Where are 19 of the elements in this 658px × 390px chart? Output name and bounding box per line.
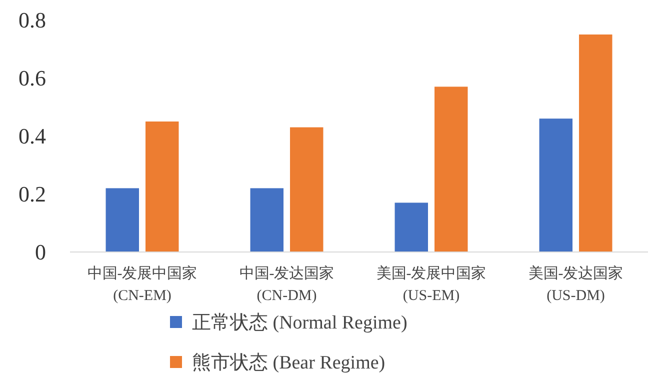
bar bbox=[434, 86, 468, 252]
y-tick-label: 0 bbox=[35, 240, 46, 265]
bar bbox=[579, 34, 612, 252]
y-tick-label: 0.8 bbox=[18, 8, 46, 33]
bar bbox=[250, 188, 284, 252]
bar bbox=[106, 188, 139, 252]
y-tick-label: 0.2 bbox=[18, 182, 46, 207]
x-tick-label: 中国-发展中国家 (CN-EM) bbox=[87, 265, 198, 304]
x-tick-label: 中国-发达国家 (CN-DM) bbox=[239, 265, 334, 304]
y-tick-label: 0.4 bbox=[18, 124, 46, 149]
bar bbox=[539, 118, 572, 252]
bar bbox=[290, 127, 324, 252]
x-tick-label: 美国-发达国家 (US-DM) bbox=[528, 265, 624, 304]
bar bbox=[394, 202, 428, 252]
legend-label: 熊市状态 (Bear Regime) bbox=[192, 352, 386, 374]
bar bbox=[146, 122, 179, 252]
legend-label: 正常状态 (Normal Regime) bbox=[192, 312, 408, 334]
y-tick-label: 0.6 bbox=[18, 66, 46, 91]
x-tick-label: 美国-发展中国家 (US-EM) bbox=[376, 265, 486, 304]
